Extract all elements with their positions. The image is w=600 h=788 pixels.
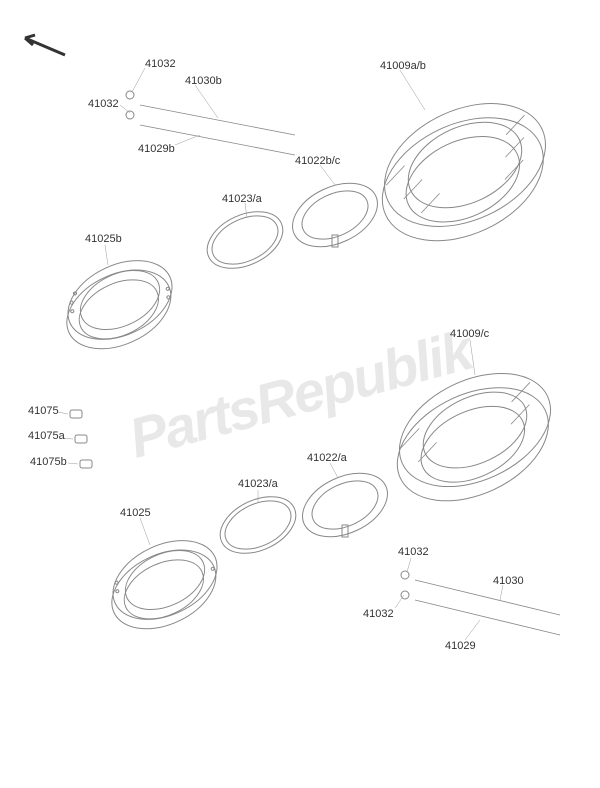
label-41029b: 41029b [138, 143, 175, 155]
label-41009c: 41009/c [450, 328, 489, 340]
label-41023a-bottom: 41023/a [238, 478, 278, 490]
label-41009ab: 41009a/b [380, 60, 426, 72]
label-41032-top: 41032 [145, 58, 176, 70]
label-41025b: 41025b [85, 233, 122, 245]
label-41022a: 41022/a [307, 452, 347, 464]
direction-arrow [20, 30, 70, 60]
label-41030: 41030 [493, 575, 524, 587]
label-41032-top2: 41032 [88, 98, 119, 110]
exploded-parts-diagram: PartsRepublik [0, 0, 600, 788]
label-41032-bottom: 41032 [398, 546, 429, 558]
label-41023a-top: 41023/a [222, 193, 262, 205]
label-41075: 41075 [28, 405, 59, 417]
label-41022bc: 41022b/c [295, 155, 340, 167]
label-41075b: 41075b [30, 456, 67, 468]
label-41025: 41025 [120, 507, 151, 519]
parts-illustration [0, 0, 600, 788]
label-41029: 41029 [445, 640, 476, 652]
label-41075a: 41075a [28, 430, 65, 442]
label-41032-bottom2: 41032 [363, 608, 394, 620]
label-41030b: 41030b [185, 75, 222, 87]
